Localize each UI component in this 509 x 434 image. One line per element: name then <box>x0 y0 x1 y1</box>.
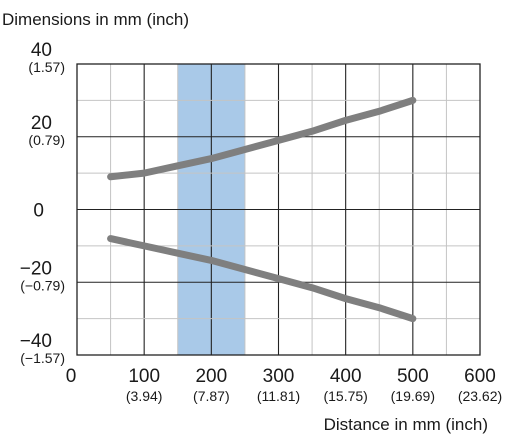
y-tick-sublabel: (−1.57) <box>20 350 65 366</box>
x-tick-label: 300 <box>263 366 295 387</box>
x-tick-label: 400 <box>330 366 362 387</box>
x-tick-sublabel: (11.81) <box>257 388 300 404</box>
x-tick-label: 200 <box>195 366 227 387</box>
y-tick-sublabel: (−0.79) <box>20 277 65 293</box>
y-tick-label: 20 <box>31 113 52 134</box>
y-axis-title: Dimensions in mm (inch) <box>2 10 189 29</box>
y-tick-sublabel: (1.57) <box>28 59 65 75</box>
x-tick-label: 100 <box>128 366 160 387</box>
x-tick-sublabel: (23.62) <box>458 388 502 404</box>
series-layer <box>107 96 417 323</box>
y-tick-label: 40 <box>31 40 52 61</box>
x-axis-title: Distance in mm (inch) <box>324 415 488 434</box>
x-tick-labels: 0 100(3.94) 200(7.87) 300(11.81) 400(15.75) 5… <box>66 366 502 404</box>
y-tick-sublabel: (0.79) <box>28 132 65 148</box>
y-tick-label: 0 <box>33 201 44 222</box>
x-tick-sublabel: (19.69) <box>391 388 435 404</box>
x-tick-sublabel: (7.87) <box>193 388 230 404</box>
x-tick-label: 500 <box>397 366 429 387</box>
y-tick-labels: 40(1.57) 20(0.79) 0 −20(−0.79) −40(−1.57) <box>20 40 65 366</box>
upper-limit-curve <box>107 96 417 181</box>
y-tick-label: −40 <box>20 331 52 352</box>
x-tick-sublabel: (3.94) <box>126 388 163 404</box>
grid <box>77 64 480 355</box>
x-tick-sublabel: (15.75) <box>323 388 367 404</box>
plot-frame <box>76 63 481 356</box>
lower-limit-curve <box>107 235 417 323</box>
x-tick-label: 600 <box>464 366 496 387</box>
x-tick-label: 0 <box>66 366 77 387</box>
y-tick-label: −20 <box>20 258 52 279</box>
